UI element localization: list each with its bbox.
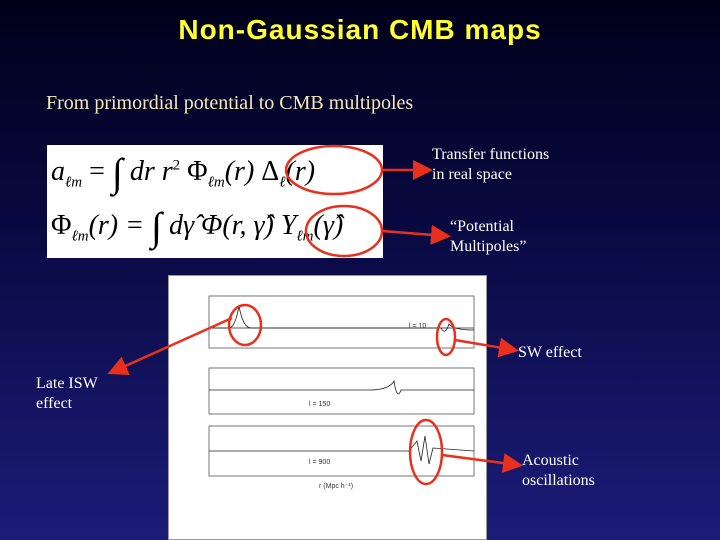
equation: Φℓm(r) = ∫ dγ̂ Φ(r, γ̂) Yℓm(γ̂) (51, 203, 343, 250)
annotation-line: Acoustic (522, 452, 579, 469)
eq-integral: ∫ (111, 150, 123, 195)
eq-sub: ℓ (279, 174, 286, 191)
x-axis-label: r (Mpc h⁻¹) (319, 483, 353, 490)
subtitle: From primordial potential to CMB multipo… (46, 92, 414, 114)
eq-integral: ∫ (151, 204, 162, 249)
eq-term: (γ̂) (313, 210, 344, 241)
eq-term: (r) (224, 156, 255, 187)
eq-sup: 2 (172, 157, 181, 174)
annotation: “Potential Multipoles” (450, 217, 526, 257)
eq-term: Δ (261, 156, 280, 187)
annotation-line: “Potential (450, 218, 514, 235)
eq-term: dr r (129, 156, 173, 187)
annotation: Late ISW effect (36, 374, 98, 414)
panel-label: l = 900 (309, 459, 330, 466)
eq-sub: ℓm (207, 174, 225, 191)
arrow (381, 224, 451, 245)
eq-term: dγ̂ (168, 210, 195, 241)
annotation: Acoustic oscillations (522, 451, 595, 491)
annotation-line: effect (36, 395, 73, 412)
eq-term: Y (280, 210, 297, 241)
eq-term: (r) = (88, 210, 145, 241)
annotation: Transfer functions in real space (432, 145, 549, 185)
annotation-line: oscillations (522, 472, 595, 489)
panel-label: l = 150 (309, 401, 330, 408)
plot: l = 10 l = 150 l = 900 r (Mpc h⁻¹) (208, 295, 475, 490)
plot-image: l = 10 l = 150 l = 900 r (Mpc h⁻¹) (168, 275, 487, 540)
annotation-line: Transfer functions (432, 146, 550, 163)
eq-term: = (89, 156, 105, 187)
slide-title: Non-Gaussian CMB maps (178, 14, 542, 45)
annotation-line: Multipoles” (450, 238, 527, 255)
equation: aℓm = ∫ dr r2 Φℓm(r) Δℓ(r) (51, 149, 315, 196)
eq-sub: ℓm (65, 174, 83, 191)
eq-term: Φ (51, 210, 72, 241)
eq-sub: ℓm (296, 228, 314, 245)
annotation: SW effect (518, 344, 582, 361)
eq-term: (r) (285, 156, 316, 187)
panel-label: l = 10 (409, 323, 426, 330)
eq-sub: ℓm (71, 228, 89, 245)
eq-term: Φ (187, 156, 208, 187)
eq-term: Φ(r, γ̂) (201, 210, 274, 241)
equation-box: aℓm = ∫ dr r2 Φℓm(r) Δℓ(r) Φℓm(r) = ∫ dγ… (47, 145, 383, 258)
annotation-line: in real space (432, 166, 512, 183)
annotation-line: Late ISW (36, 375, 98, 392)
eq-term: a (51, 156, 65, 187)
